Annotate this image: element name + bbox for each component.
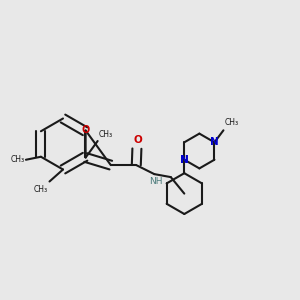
Text: O: O	[82, 125, 90, 136]
Text: NH: NH	[149, 176, 163, 185]
Text: CH₃: CH₃	[34, 184, 48, 194]
Text: CH₃: CH₃	[224, 118, 239, 127]
Text: O: O	[133, 135, 142, 145]
Text: CH₃: CH₃	[99, 130, 113, 139]
Text: N: N	[180, 155, 189, 165]
Text: N: N	[180, 155, 189, 165]
Text: N: N	[210, 137, 219, 147]
Text: CH₃: CH₃	[10, 155, 24, 164]
